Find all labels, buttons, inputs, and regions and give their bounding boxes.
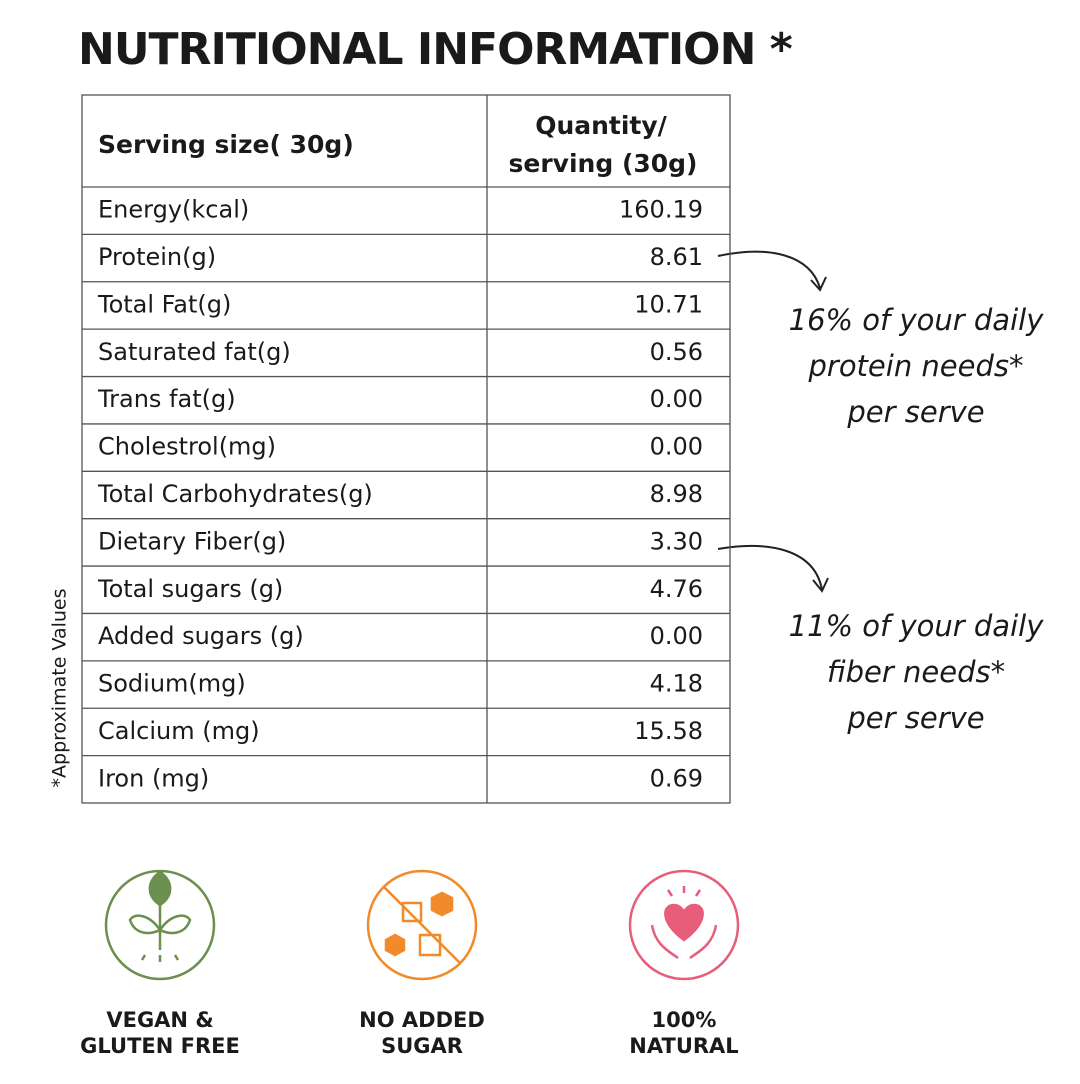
page-title: NUTRITIONAL INFORMATION * xyxy=(78,24,793,75)
nutrient-name: Cholestrol(mg) xyxy=(98,433,276,461)
nutrient-value: 0.69 xyxy=(650,764,703,792)
header-cell: Quantity/ xyxy=(535,111,667,140)
nutrient-value: 4.76 xyxy=(650,575,703,603)
nutrient-name: Saturated fat(g) xyxy=(98,338,291,366)
nutrient-value: 4.18 xyxy=(650,670,703,698)
nutrient-name: Total sugars (g) xyxy=(97,575,283,603)
badge-circle xyxy=(366,869,478,981)
nutrient-value: 0.00 xyxy=(650,385,703,413)
nutrient-name: Iron (mg) xyxy=(98,764,209,792)
nutrient-name: Calcium (mg) xyxy=(98,717,260,745)
nutrient-value: 3.30 xyxy=(650,527,703,555)
badge-label: 100% xyxy=(652,1008,717,1032)
nutrient-value: 8.61 xyxy=(650,243,703,271)
badge-label: NO ADDED xyxy=(359,1008,485,1032)
arrow-head xyxy=(812,577,829,593)
nutrient-name: Protein(g) xyxy=(98,243,216,271)
sugar-icon xyxy=(383,886,461,964)
nutrient-value: 10.71 xyxy=(634,290,703,318)
nutrient-name: Dietary Fiber(g) xyxy=(98,527,286,555)
annotation: fiber needs* xyxy=(827,655,1005,689)
icons xyxy=(104,869,740,981)
nutrient-name: Sodium(mg) xyxy=(98,670,246,698)
nutrient-value: 0.56 xyxy=(650,338,703,366)
nutrient-value: 0.00 xyxy=(650,622,703,650)
heart-icon xyxy=(650,886,718,960)
arrows xyxy=(717,250,829,593)
header-cell: Serving size( 30g) xyxy=(98,130,354,159)
annotation: per serve xyxy=(846,395,984,429)
table-border xyxy=(81,94,731,804)
annotation: per serve xyxy=(846,701,984,735)
nutrient-value: 160.19 xyxy=(619,196,703,224)
nutrient-name: Trans fat(g) xyxy=(97,385,236,413)
nutrient-value: 0.00 xyxy=(650,433,703,461)
badge-label: NATURAL xyxy=(629,1034,738,1058)
nutrient-name: Total Fat(g) xyxy=(97,290,231,318)
arrow xyxy=(717,544,823,591)
nutrient-name: Energy(kcal) xyxy=(98,196,249,224)
nutrient-name: Total Carbohydrates(g) xyxy=(97,480,373,508)
badge-circle xyxy=(628,869,740,981)
badge-label: GLUTEN FREE xyxy=(80,1034,240,1058)
arrow xyxy=(717,250,821,289)
header-cell: serving (30g) xyxy=(509,149,698,178)
annotation: 16% of your daily xyxy=(789,303,1045,337)
nutrient-value: 15.58 xyxy=(634,717,703,745)
badge-label: VEGAN & xyxy=(106,1008,213,1032)
nutrient-value: 8.98 xyxy=(650,480,703,508)
annotation: protein needs* xyxy=(807,349,1023,383)
leaf-icon xyxy=(128,870,192,962)
annotation: 11% of your daily xyxy=(789,609,1045,643)
badge-label: SUGAR xyxy=(381,1034,463,1058)
side-note: *Approximate Values xyxy=(49,589,71,788)
arrow-head xyxy=(810,276,827,292)
nutrient-name: Added sugars (g) xyxy=(98,622,304,650)
